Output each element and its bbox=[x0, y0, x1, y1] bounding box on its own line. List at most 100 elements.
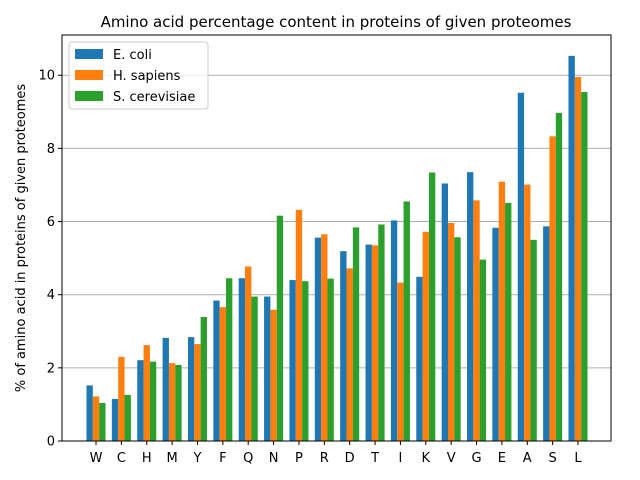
bar bbox=[505, 202, 512, 441]
x-tick-label: C bbox=[117, 451, 126, 466]
bar bbox=[498, 181, 506, 442]
bar bbox=[378, 224, 385, 441]
bar bbox=[365, 244, 372, 441]
bar bbox=[467, 172, 474, 441]
bar bbox=[264, 296, 271, 441]
y-tick-label: 6 bbox=[47, 215, 55, 230]
bar bbox=[568, 55, 575, 442]
x-tick-label: N bbox=[269, 451, 279, 466]
bar bbox=[327, 278, 334, 441]
bar bbox=[314, 237, 322, 441]
bar bbox=[574, 77, 582, 442]
bar bbox=[555, 112, 563, 441]
bar bbox=[118, 356, 125, 441]
bar bbox=[238, 278, 246, 441]
bar bbox=[175, 364, 182, 441]
x-tick-label: G bbox=[471, 451, 481, 466]
bar bbox=[302, 281, 309, 441]
bar bbox=[422, 231, 429, 441]
bar bbox=[447, 223, 455, 441]
bar bbox=[289, 280, 296, 441]
x-tick-label: A bbox=[523, 451, 532, 466]
legend-entry-label: E. coli bbox=[113, 48, 152, 63]
bar bbox=[543, 226, 550, 441]
bar bbox=[149, 361, 157, 441]
bars bbox=[86, 55, 588, 442]
bar bbox=[473, 200, 480, 441]
x-tick-label: W bbox=[90, 451, 103, 466]
bar bbox=[479, 259, 487, 441]
x-tick-label: R bbox=[320, 451, 329, 466]
bar bbox=[137, 360, 144, 441]
x-tick-label: M bbox=[166, 451, 177, 466]
x-tick-label: Q bbox=[243, 451, 253, 466]
y-tick-label: 0 bbox=[47, 435, 55, 450]
bar bbox=[99, 402, 106, 441]
bar bbox=[200, 317, 207, 441]
bar bbox=[390, 220, 398, 441]
x-tick-label: T bbox=[370, 451, 379, 466]
x-tick-label: F bbox=[219, 451, 226, 466]
bar bbox=[143, 345, 150, 441]
x-tick-label: V bbox=[447, 451, 456, 466]
bar bbox=[124, 394, 131, 441]
bar bbox=[581, 92, 588, 442]
y-tick-label: 8 bbox=[47, 142, 55, 157]
ticks: 0 2 4 6 8 10 W C H M Y F Q N P R D T I K V G E A S L bbox=[38, 69, 582, 466]
x-tick-label: H bbox=[142, 451, 152, 466]
bar bbox=[213, 300, 220, 441]
legend-swatch bbox=[75, 49, 103, 59]
bar bbox=[428, 172, 436, 441]
x-tick-label: Y bbox=[192, 451, 201, 466]
plot-frame bbox=[61, 34, 612, 442]
bar bbox=[340, 251, 347, 441]
bar bbox=[92, 396, 100, 441]
bar bbox=[86, 385, 93, 441]
bar bbox=[187, 337, 195, 441]
y-axis-label: % of amino acid in proteins of given pro… bbox=[14, 84, 29, 392]
y-tick-label: 10 bbox=[38, 69, 55, 84]
bar bbox=[530, 239, 537, 441]
bar bbox=[441, 183, 448, 441]
bar bbox=[219, 307, 227, 441]
bar bbox=[549, 136, 556, 441]
chart-title: Amino acid percentage content in protein… bbox=[101, 13, 572, 31]
legend-swatch bbox=[75, 91, 103, 101]
axes bbox=[61, 34, 612, 442]
legend-box bbox=[68, 41, 209, 110]
legend: E. coli H. sapiens S. cerevisiae bbox=[68, 41, 209, 110]
bar bbox=[168, 363, 176, 441]
bar bbox=[517, 92, 525, 442]
bar bbox=[251, 296, 258, 441]
bar bbox=[194, 344, 201, 441]
x-tick-label: E bbox=[498, 451, 506, 466]
bar bbox=[397, 282, 404, 441]
y-tick-label: 2 bbox=[47, 361, 55, 376]
bar bbox=[295, 209, 303, 441]
bar bbox=[321, 234, 328, 441]
x-tick-label: P bbox=[295, 451, 303, 466]
legend-entry-label: H. sapiens bbox=[113, 69, 181, 84]
x-tick-label: D bbox=[345, 451, 355, 466]
bar bbox=[403, 201, 410, 441]
bar bbox=[346, 268, 353, 441]
bar bbox=[276, 215, 284, 441]
bar bbox=[371, 245, 379, 441]
x-tick-label: K bbox=[422, 451, 431, 466]
y-tick-label: 4 bbox=[47, 288, 55, 303]
legend-swatch bbox=[75, 70, 103, 80]
bar bbox=[245, 266, 252, 441]
bar bbox=[352, 227, 360, 441]
bar bbox=[226, 278, 233, 441]
x-tick-label: L bbox=[574, 451, 582, 466]
x-tick-label: I bbox=[398, 451, 402, 466]
bar bbox=[162, 337, 169, 441]
bar bbox=[111, 398, 119, 441]
bar bbox=[416, 276, 423, 441]
bar bbox=[270, 309, 277, 441]
bar bbox=[454, 237, 461, 441]
bar bbox=[492, 227, 499, 441]
x-tick-label: S bbox=[548, 451, 556, 466]
legend-entry-label: S. cerevisiae bbox=[113, 90, 195, 105]
